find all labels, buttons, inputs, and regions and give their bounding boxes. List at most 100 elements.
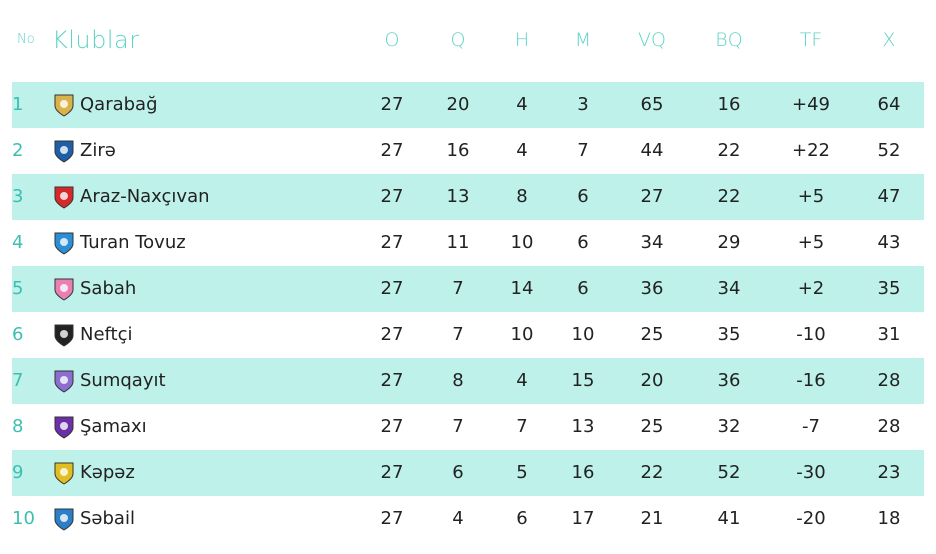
header-played: O: [384, 29, 400, 51]
stat-goals-against: 29: [717, 232, 741, 253]
stat-goal-diff: -30: [796, 462, 826, 483]
table-row[interactable]: 5 Sabah 27 7 14 6 36 34 +2 35: [12, 266, 924, 312]
stat-goals-for: 25: [640, 324, 664, 345]
club-name[interactable]: Qarabağ: [80, 94, 158, 115]
stat-goals-against: 36: [717, 370, 741, 391]
stat-played: 27: [380, 462, 404, 483]
row-position: 4: [12, 232, 24, 253]
club-name[interactable]: Araz-Naxçıvan: [80, 186, 210, 207]
stat-draws: 14: [510, 278, 534, 299]
club-name[interactable]: Turan Tovuz: [80, 232, 186, 253]
header-draws: H: [514, 29, 530, 51]
stat-wins: 20: [446, 94, 470, 115]
club-cell[interactable]: Sumqayıt: [52, 358, 166, 404]
club-name[interactable]: Şamaxı: [80, 416, 147, 437]
header-losses: M: [574, 29, 592, 51]
stat-goals-for: 44: [640, 140, 664, 161]
stat-losses: 3: [577, 94, 589, 115]
stat-played: 27: [380, 508, 404, 529]
stat-points: 35: [877, 278, 901, 299]
club-name[interactable]: Neftçi: [80, 324, 133, 345]
stat-played: 27: [380, 140, 404, 161]
stat-wins: 8: [452, 370, 464, 391]
stat-draws: 7: [516, 416, 528, 437]
table-row[interactable]: 10 Səbail 27 4 6 17 21 41 -20 18: [12, 496, 924, 542]
table-header: No Klublar O Q H M VQ BQ TF X: [12, 0, 924, 82]
stat-goals-against: 41: [717, 508, 741, 529]
header-goals-for: VQ: [638, 29, 666, 51]
stat-goals-for: 25: [640, 416, 664, 437]
club-crest-icon: [52, 506, 76, 532]
stat-draws: 6: [516, 508, 528, 529]
club-crest-icon: [52, 92, 76, 118]
header-no: No: [17, 32, 35, 47]
club-name[interactable]: Kəpəz: [80, 462, 135, 483]
club-cell[interactable]: Neftçi: [52, 312, 133, 358]
stat-played: 27: [380, 94, 404, 115]
stat-points: 28: [877, 370, 901, 391]
table-row[interactable]: 2 Zirə 27 16 4 7 44 22 +22 52: [12, 128, 924, 174]
table-row[interactable]: 1 Qarabağ 27 20 4 3 65 16 +49 64: [12, 82, 924, 128]
stat-points: 28: [877, 416, 901, 437]
row-position: 2: [12, 140, 24, 161]
club-name[interactable]: Sabah: [80, 278, 137, 299]
table-row[interactable]: 3 Araz-Naxçıvan 27 13 8 6 27 22 +5 47: [12, 174, 924, 220]
header-points: X: [882, 29, 896, 51]
club-crest-icon: [52, 230, 76, 256]
club-crest-icon: [52, 368, 76, 394]
stat-goals-against: 32: [717, 416, 741, 437]
club-cell[interactable]: Sabah: [52, 266, 136, 312]
stat-goals-for: 36: [640, 278, 664, 299]
club-cell[interactable]: Şamaxı: [52, 404, 147, 450]
stat-losses: 13: [571, 416, 595, 437]
stat-goals-against: 52: [717, 462, 741, 483]
stat-wins: 7: [452, 416, 464, 437]
stat-losses: 10: [571, 324, 595, 345]
stat-played: 27: [380, 186, 404, 207]
stat-losses: 6: [577, 186, 589, 207]
club-cell[interactable]: Qarabağ: [52, 82, 158, 128]
club-cell[interactable]: Turan Tovuz: [52, 220, 186, 266]
stat-goals-for: 22: [640, 462, 664, 483]
row-position: 1: [12, 94, 24, 115]
stat-draws: 5: [516, 462, 528, 483]
stat-goals-against: 22: [717, 186, 741, 207]
stat-draws: 10: [510, 232, 534, 253]
club-name[interactable]: Zirə: [80, 140, 116, 161]
stat-played: 27: [380, 370, 404, 391]
club-name[interactable]: Sumqayıt: [80, 370, 166, 391]
table-row[interactable]: 6 Neftçi 27 7 10 10 25 35 -10 31: [12, 312, 924, 358]
club-crest-icon: [52, 414, 76, 440]
stat-points: 31: [877, 324, 901, 345]
club-cell[interactable]: Kəpəz: [52, 450, 135, 496]
stat-goal-diff: -16: [796, 370, 826, 391]
stat-points: 47: [877, 186, 901, 207]
table-row[interactable]: 9 Kəpəz 27 6 5 16 22 52 -30 23: [12, 450, 924, 496]
stat-goal-diff: -7: [802, 416, 820, 437]
stat-wins: 16: [446, 140, 470, 161]
stat-wins: 4: [452, 508, 464, 529]
stat-goal-diff: +5: [797, 232, 825, 253]
club-crest-icon: [52, 460, 76, 486]
stat-points: 52: [877, 140, 901, 161]
stat-draws: 8: [516, 186, 528, 207]
header-goal-diff: TF: [799, 29, 823, 51]
stat-played: 27: [380, 278, 404, 299]
stat-wins: 13: [446, 186, 470, 207]
stat-losses: 6: [577, 232, 589, 253]
club-cell[interactable]: Zirə: [52, 128, 116, 174]
stat-goals-against: 35: [717, 324, 741, 345]
club-cell[interactable]: Səbail: [52, 496, 135, 542]
table-row[interactable]: 8 Şamaxı 27 7 7 13 25 32 -7 28: [12, 404, 924, 450]
stat-goals-against: 22: [717, 140, 741, 161]
club-cell[interactable]: Araz-Naxçıvan: [52, 174, 210, 220]
stat-draws: 10: [510, 324, 534, 345]
stat-wins: 6: [452, 462, 464, 483]
club-name[interactable]: Səbail: [80, 508, 135, 529]
stat-draws: 4: [516, 370, 528, 391]
stat-points: 43: [877, 232, 901, 253]
league-table: No Klublar O Q H M VQ BQ TF X 1 Qarabağ …: [12, 0, 924, 542]
stat-losses: 16: [571, 462, 595, 483]
table-row[interactable]: 7 Sumqayıt 27 8 4 15 20 36 -16 28: [12, 358, 924, 404]
table-row[interactable]: 4 Turan Tovuz 27 11 10 6 34 29 +5 43: [12, 220, 924, 266]
